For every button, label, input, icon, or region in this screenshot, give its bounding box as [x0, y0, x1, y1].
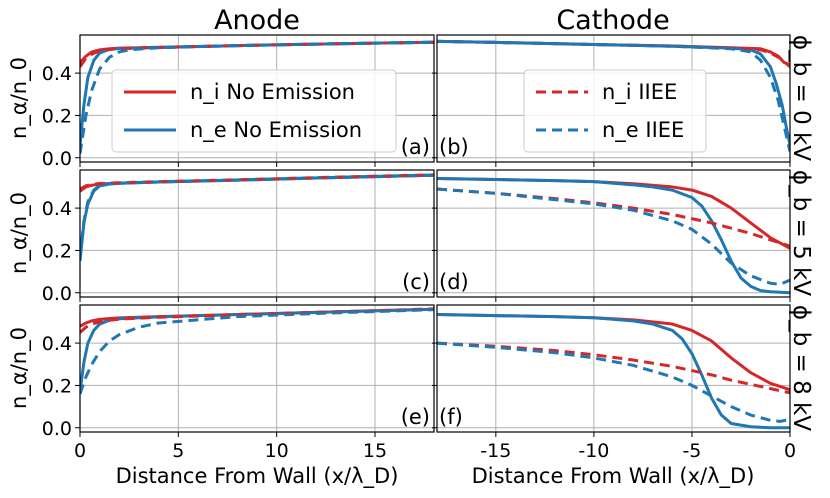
- series-group: [80, 173, 434, 262]
- panel-label: (d): [439, 270, 469, 294]
- y-tick-label: 0.0: [42, 283, 72, 305]
- panel-label: (f): [439, 405, 463, 429]
- axes-panel-f: -15 -10 -5 0 (f): [432, 304, 796, 462]
- x-tick-label: 10: [265, 440, 289, 462]
- series-line-n-e-iiee: [437, 187, 790, 286]
- ylabel-row-2: n_α/n_0: [7, 192, 32, 274]
- series-line-n-e-iiee: [80, 40, 434, 154]
- bias-label-row-3: ϕ_b = 8 kV: [788, 305, 814, 431]
- axes-frame: [79, 169, 435, 298]
- y-tick-label: 0.0: [42, 148, 72, 170]
- legend-label-ne-iiee: n_e IIEE: [602, 118, 684, 143]
- plot-area: [80, 170, 434, 297]
- x-tick-label: -10: [578, 440, 609, 462]
- legend-no-emission: n_i No Emission n_e No Emission: [111, 69, 397, 153]
- legend-label-ne-noemission: n_e No Emission: [190, 118, 362, 143]
- series-group: [80, 307, 434, 395]
- series-line-n-e-iiee: [80, 308, 434, 395]
- series-line-n-e-no-emission: [437, 313, 790, 430]
- axes-panel-d: (d): [432, 169, 791, 302]
- axes-frame: [79, 304, 435, 433]
- cathode-title: Cathode: [556, 5, 669, 36]
- y-tick-label: 0.4: [42, 63, 72, 85]
- series-line-n-i-iiee: [80, 307, 434, 334]
- plot-area: [437, 170, 790, 297]
- axes-frame: [79, 34, 435, 163]
- y-tick-label: 0.4: [42, 333, 72, 355]
- x-tick-label: -15: [480, 440, 511, 462]
- series-line-n-i-iiee: [437, 341, 790, 395]
- panel-label: (c): [402, 270, 430, 294]
- series-group: [437, 39, 790, 152]
- y-tick-label: 0.2: [42, 375, 72, 397]
- x-tick-label: 5: [172, 440, 184, 462]
- x-tick-label: 15: [363, 440, 387, 462]
- panel-label: (b): [439, 135, 469, 159]
- axes-frame: [436, 34, 791, 163]
- xlabel-cathode: Distance From Wall (x/λ_D): [472, 464, 755, 489]
- y-tick-label: 0.2: [42, 105, 72, 127]
- legend-label-ni-noemission: n_i No Emission: [190, 80, 355, 105]
- panel-label: (e): [401, 405, 430, 429]
- bias-label-row-2: ϕ_b = 5 kV: [788, 170, 814, 296]
- series-line-n-e-no-emission: [437, 176, 790, 295]
- series-group: [437, 176, 790, 295]
- y-tick-label: 0.4: [42, 198, 72, 220]
- axes-panel-e: 0 5 10 15 0.0 0.2 0.4 (e): [42, 304, 435, 462]
- legend-iiee: n_i IIEE n_e IIEE: [523, 69, 707, 153]
- y-tick-label: 0.2: [42, 240, 72, 262]
- ylabel-row-1: n_α/n_0: [7, 57, 32, 139]
- axes-frame: [436, 169, 791, 298]
- y-tick-label: 0.0: [42, 418, 72, 440]
- series-line-n-e-iiee: [437, 341, 790, 423]
- series-group: [437, 313, 790, 430]
- panel-label: (a): [401, 135, 430, 159]
- series-group: [80, 40, 434, 154]
- ylabel-row-3: n_α/n_0: [7, 327, 32, 409]
- series-line-n-e-iiee: [80, 173, 434, 257]
- xlabel-anode: Distance From Wall (x/λ_D): [116, 464, 399, 489]
- plot-area: [80, 305, 434, 432]
- series-line-n-e-no-emission: [437, 39, 790, 146]
- series-line-n-i-iiee: [80, 173, 434, 191]
- x-tick-label: 0: [74, 440, 86, 462]
- axes-panel-c: 0.0 0.2 0.4 (c): [42, 169, 435, 305]
- x-tick-label: 0: [784, 440, 796, 462]
- plot-area: [437, 305, 790, 432]
- anode-title: Anode: [214, 5, 300, 36]
- bias-label-row-1: ϕ_b = 0 kV: [788, 35, 814, 161]
- x-tick-label: -5: [682, 440, 701, 462]
- axes-frame: [436, 304, 791, 433]
- legend-label-ni-iiee: n_i IIEE: [602, 80, 677, 105]
